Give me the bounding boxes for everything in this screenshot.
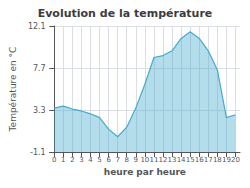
svg-text:20: 20 [231,156,240,164]
svg-text:0: 0 [52,156,56,164]
svg-text:4: 4 [88,156,93,164]
svg-text:7: 7 [115,156,119,164]
svg-text:2: 2 [70,156,74,164]
svg-text:8: 8 [124,156,128,164]
svg-text:14: 14 [177,156,186,164]
svg-text:3.3: 3.3 [33,106,46,115]
svg-text:13: 13 [168,156,177,164]
svg-text:7.7: 7.7 [33,64,46,73]
svg-text:17: 17 [204,156,213,164]
svg-text:-1.1: -1.1 [30,148,46,157]
svg-text:5: 5 [97,156,101,164]
svg-text:9: 9 [134,156,138,164]
svg-text:Température en °C: Température en °C [8,47,18,133]
svg-text:15: 15 [186,156,195,164]
svg-text:6: 6 [106,156,111,164]
svg-text:1: 1 [61,156,65,164]
svg-text:heure par heure: heure par heure [104,167,186,177]
svg-text:12: 12 [159,156,168,164]
svg-text:19: 19 [222,156,231,164]
svg-text:16: 16 [195,156,204,164]
svg-text:18: 18 [213,156,222,164]
svg-text:11: 11 [149,156,158,164]
svg-text:Evolution de la température: Evolution de la température [38,7,213,20]
svg-text:12.1: 12.1 [28,22,46,31]
svg-text:3: 3 [79,156,83,164]
svg-text:10: 10 [140,156,149,164]
